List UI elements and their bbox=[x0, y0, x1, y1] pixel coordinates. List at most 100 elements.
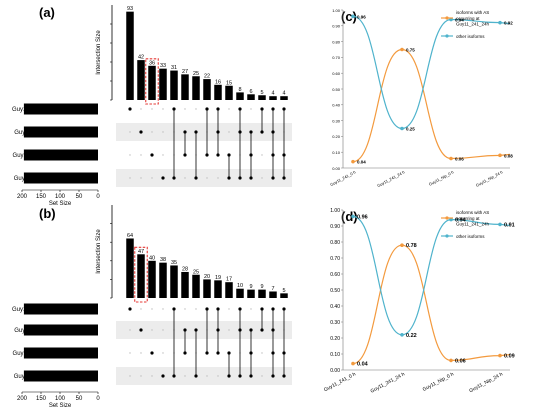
data-label: 0.78 bbox=[406, 243, 417, 249]
matrix-dot-empty bbox=[184, 177, 186, 179]
matrix-dot-empty bbox=[228, 108, 230, 110]
y-tick-label: 0.20 bbox=[332, 134, 341, 139]
bar-value-label: 33 bbox=[160, 63, 166, 69]
set-size-tick-label: 200 bbox=[17, 396, 28, 402]
data-point bbox=[351, 14, 355, 19]
data-label: 0.25 bbox=[406, 127, 415, 132]
y-tick-label: 0.10 bbox=[330, 352, 340, 358]
matrix-dot-empty bbox=[228, 308, 230, 310]
legend-marker bbox=[445, 234, 449, 238]
data-label: 0.06 bbox=[455, 157, 464, 162]
matrix-dot-empty bbox=[129, 154, 131, 156]
matrix-dot-empty bbox=[151, 108, 153, 110]
bar-value-label: 9 bbox=[249, 284, 252, 290]
set-name-label: Guy11_241_0h bbox=[14, 374, 55, 380]
legend-label: other isoforms bbox=[456, 34, 485, 39]
bar-value-label: 38 bbox=[160, 257, 166, 263]
y-tick-label: 0.40 bbox=[330, 304, 340, 310]
data-point bbox=[498, 20, 502, 25]
bar-value-label: 15 bbox=[226, 80, 232, 86]
intersection-bar bbox=[269, 291, 277, 298]
matrix-dot-empty bbox=[151, 329, 153, 331]
intersection-bar bbox=[214, 280, 222, 298]
intersection-bar bbox=[181, 271, 189, 298]
matrix-dot-empty bbox=[261, 177, 263, 179]
set-size-bar bbox=[23, 370, 98, 382]
bar-value-label: 36 bbox=[149, 60, 155, 66]
bar-value-label: 5 bbox=[282, 288, 285, 294]
bar-value-label: 27 bbox=[182, 69, 188, 75]
data-label: 0.75 bbox=[406, 48, 415, 53]
panel-label: (a) bbox=[39, 5, 55, 20]
matrix-dot-empty bbox=[129, 375, 131, 377]
matrix-dot-empty bbox=[228, 329, 230, 331]
intersection-bar bbox=[192, 274, 200, 298]
bar-value-label: 64 bbox=[127, 233, 133, 239]
set-size-tick-label: 150 bbox=[36, 194, 47, 200]
matrix-dot-empty bbox=[162, 308, 164, 310]
data-point bbox=[449, 358, 453, 363]
intersection-bar bbox=[126, 238, 134, 298]
data-point bbox=[351, 361, 355, 366]
matrix-dot-empty bbox=[261, 375, 263, 377]
y-tick-label: 0.50 bbox=[332, 87, 341, 92]
legend-label: isoforms with AS bbox=[456, 10, 489, 15]
matrix-dot-filled bbox=[150, 351, 154, 355]
series-line bbox=[352, 15, 511, 130]
intersection-bar bbox=[148, 65, 156, 100]
matrix-dot-empty bbox=[151, 308, 153, 310]
bar-value-label: 35 bbox=[171, 260, 177, 266]
legend-marker bbox=[445, 16, 449, 20]
y-tick-label: 1.00 bbox=[330, 208, 340, 214]
data-label: 0.91 bbox=[504, 222, 515, 228]
data-point bbox=[449, 217, 453, 222]
set-size-tick-label: 50 bbox=[76, 194, 83, 200]
set-name-label: Guy11_Nip_24h bbox=[13, 153, 56, 159]
set-size-bar bbox=[23, 303, 98, 315]
bar-value-label: 20 bbox=[204, 274, 210, 280]
matrix-dot-filled bbox=[128, 107, 132, 111]
bar-value-label: 16 bbox=[215, 79, 221, 85]
matrix-dot-filled bbox=[139, 130, 143, 134]
matrix-dot-empty bbox=[184, 375, 186, 377]
matrix-dot-empty bbox=[129, 329, 131, 331]
matrix-dot-empty bbox=[206, 375, 208, 377]
matrix-dot-empty bbox=[184, 108, 186, 110]
matrix-dot-empty bbox=[140, 352, 142, 354]
matrix-dot-empty bbox=[140, 177, 142, 179]
matrix-stripe bbox=[116, 367, 292, 385]
x-tick-label: Guy11_Nip_0 h bbox=[422, 371, 455, 393]
bar-value-label: 42 bbox=[138, 55, 144, 61]
y-tick-label: 0.10 bbox=[332, 150, 341, 155]
x-tick-label: Guy11_Nip_0 h bbox=[428, 169, 455, 186]
set-size-bar bbox=[23, 347, 98, 359]
matrix-dot-empty bbox=[250, 308, 252, 310]
matrix-dot-empty bbox=[151, 131, 153, 133]
intersection-bar bbox=[159, 262, 167, 298]
y-tick-label: 0.90 bbox=[330, 224, 340, 230]
set-size-tick-label: 100 bbox=[55, 396, 66, 402]
set-size-bar bbox=[23, 149, 98, 161]
matrix-dot-empty bbox=[195, 308, 197, 310]
set-size-tick-label: 50 bbox=[76, 396, 83, 402]
y-tick-label: 0.30 bbox=[330, 320, 340, 326]
data-label: 0.06 bbox=[455, 358, 466, 364]
legend-label: other isoforms bbox=[456, 234, 485, 239]
bar-value-label: 4 bbox=[271, 91, 274, 97]
data-point bbox=[498, 222, 502, 227]
set-size-tick-label: 100 bbox=[55, 194, 66, 200]
x-tick-label: Guy11_Nip_24 h bbox=[468, 371, 504, 394]
data-label: 0.22 bbox=[406, 333, 417, 339]
bar-value-label: 22 bbox=[204, 74, 210, 80]
intersection-bar bbox=[236, 288, 244, 298]
y-tick-label: 0.50 bbox=[330, 288, 340, 294]
set-name-label: Guy11_241_24h bbox=[12, 107, 56, 113]
set-size-tick-label: 0 bbox=[96, 396, 100, 402]
matrix-dot-empty bbox=[140, 375, 142, 377]
bar-value-label: 6 bbox=[249, 89, 252, 95]
legend-label: Guy11_241_24h bbox=[456, 21, 489, 26]
legend-label: isoforms with AS bbox=[456, 210, 489, 215]
set-name-label: Guy11_Nip_0h bbox=[14, 130, 54, 136]
set-size-axis-label: Set Size bbox=[49, 201, 72, 207]
y-tick-label: 1.00 bbox=[332, 8, 341, 13]
